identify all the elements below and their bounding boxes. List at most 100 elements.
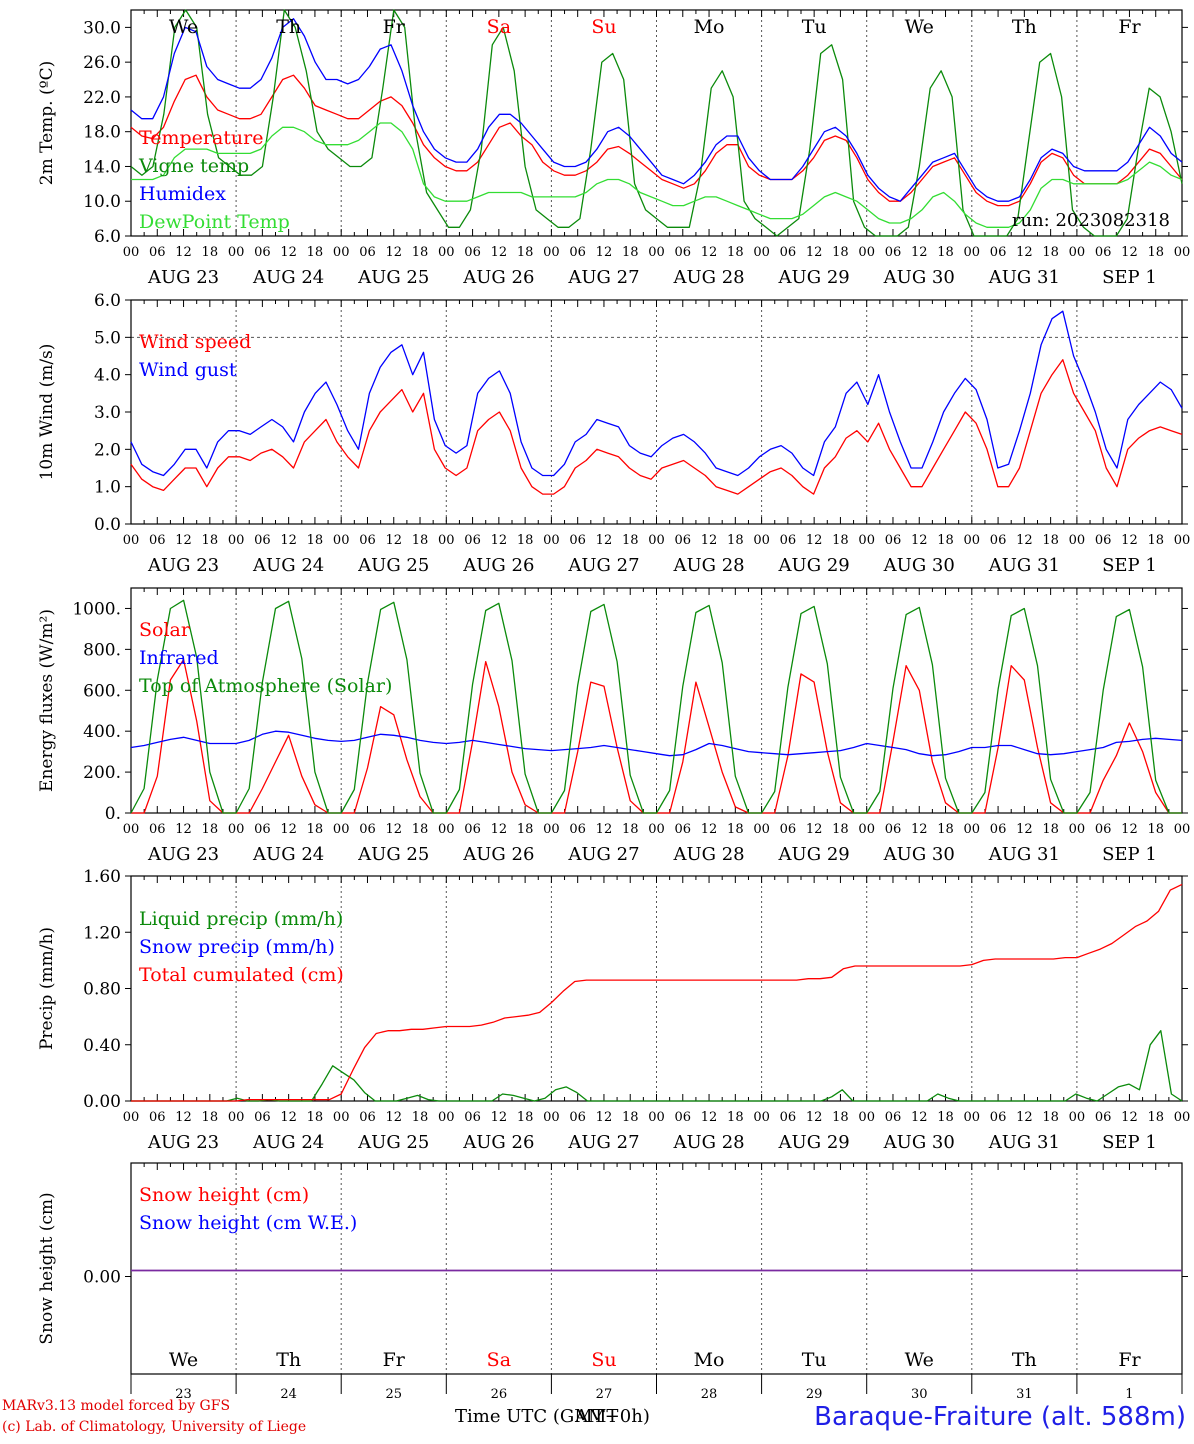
panel-precip: 0.00 0.40 0.80 1.20 1.60 Precip (mm/h) 00 06 12 1…: [37, 867, 1190, 1153]
date-label: AUG 27: [567, 555, 639, 576]
date-label: AUG 23: [147, 1132, 219, 1153]
hour-tick-label: 06: [675, 245, 692, 260]
day-name-label: Su: [591, 16, 616, 38]
hour-tick-label: 18: [622, 245, 639, 260]
hour-tick-label: 12: [1016, 822, 1033, 837]
y-tick-label: 2.0: [94, 440, 121, 460]
hour-tick-label: 00: [1069, 245, 1086, 260]
day-name-label: We: [905, 16, 934, 38]
hour-tick-label: 18: [1147, 533, 1164, 548]
date-label: AUG 27: [567, 844, 639, 865]
y-tick-label: 800.: [83, 640, 121, 660]
hour-tick-label: 18: [727, 533, 744, 548]
hour-tick-label: 12: [1016, 245, 1033, 260]
y-tick-label: 6.0: [94, 291, 121, 311]
y-tick-label: 0.: [105, 804, 121, 824]
hour-tick-label: 12: [491, 822, 508, 837]
hour-tick-label: 06: [254, 533, 271, 548]
hour-tick-label: 18: [517, 533, 534, 548]
date-label: AUG 25: [357, 267, 429, 288]
day-name-label: Sa: [487, 16, 511, 38]
hour-tick-label: 18: [1042, 245, 1059, 260]
hour-tick-label: 00: [858, 533, 875, 548]
hour-tick-label: 12: [1016, 533, 1033, 548]
hour-tick-label: 00: [438, 245, 455, 260]
hour-tick-label: 18: [1042, 533, 1059, 548]
legend-temperature: Temperature: [139, 127, 263, 149]
hour-tick-label: 18: [832, 533, 849, 548]
legend-total-cumulated-cm-: Total cumulated (cm): [139, 964, 344, 986]
y-axis-label: 2m Temp. (ºC): [37, 61, 57, 186]
hour-tick-label: 18: [622, 822, 639, 837]
hour-tick-label: 06: [359, 822, 376, 837]
hour-tick-label: 12: [596, 1110, 613, 1125]
hour-tick-label: 18: [622, 533, 639, 548]
hour-tick-label: 00: [543, 822, 560, 837]
hour-tick-label: 00: [648, 1110, 665, 1125]
hour-tick-label: 12: [701, 245, 718, 260]
hour-tick-label: 06: [569, 533, 586, 548]
y-tick-label: 200.: [83, 763, 121, 783]
hour-tick-label: 06: [569, 245, 586, 260]
hour-tick-label: 12: [911, 533, 928, 548]
hour-tick-label: 06: [464, 533, 481, 548]
hour-tick-label: 12: [280, 245, 297, 260]
hour-tick-label: 00: [1174, 1110, 1191, 1125]
date-label: AUG 24: [252, 844, 324, 865]
plot-frame: [130, 9, 1183, 237]
hour-tick-label: 18: [622, 1110, 639, 1125]
hour-tick-label: 06: [569, 822, 586, 837]
hour-tick-label: 18: [412, 1110, 429, 1125]
hour-tick-label: 00: [1174, 245, 1191, 260]
hour-tick-label: 12: [596, 822, 613, 837]
time-axis-title-overlay: AMT: [575, 1406, 619, 1427]
hour-tick-label: 00: [964, 1110, 981, 1125]
hour-tick-label: 06: [464, 245, 481, 260]
hour-tick-label: 06: [990, 822, 1007, 837]
date-label: AUG 31: [988, 844, 1060, 865]
date-label: AUG 30: [883, 555, 955, 576]
series-line-wind-speed: [130, 359, 1183, 495]
y-tick-label: 1.20: [83, 923, 121, 943]
bottom-day-number: 24: [280, 1387, 297, 1402]
date-label: AUG 28: [672, 1132, 744, 1153]
hour-tick-label: 06: [149, 245, 166, 260]
bottom-day-number: 1: [1125, 1387, 1133, 1402]
hour-tick-label: 06: [990, 245, 1007, 260]
hour-tick-label: 18: [412, 533, 429, 548]
hour-tick-label: 12: [385, 245, 402, 260]
legend-snow-height-cm-w-e-: Snow height (cm W.E.): [139, 1212, 357, 1234]
hour-tick-label: 00: [543, 245, 560, 260]
hour-tick-label: 06: [675, 822, 692, 837]
legend-dewpoint-temp: DewPoint Temp: [139, 211, 290, 233]
hour-tick-label: 18: [1147, 245, 1164, 260]
panel-energy: 0. 200. 400. 600. 800. 1000. Energy fluxes (W/…: [37, 587, 1190, 865]
hour-tick-label: 12: [280, 1110, 297, 1125]
date-label: AUG 26: [462, 844, 534, 865]
hour-tick-label: 18: [412, 245, 429, 260]
y-tick-label: 1.60: [83, 867, 121, 887]
date-label: AUG 24: [252, 555, 324, 576]
hour-tick-label: 12: [1016, 1110, 1033, 1125]
hour-tick-label: 00: [753, 533, 770, 548]
series-line-total-cumulated-cm-: [131, 883, 1183, 1102]
hour-tick-label: 00: [228, 822, 245, 837]
panel-snow: 0.00 Snow height (cm) Snow height (cm) Snow…: [37, 1162, 1188, 1402]
bottom-day-name: We: [169, 1349, 198, 1371]
hour-tick-label: 12: [491, 1110, 508, 1125]
hour-tick-label: 18: [412, 822, 429, 837]
hour-tick-label: 18: [517, 245, 534, 260]
date-label: AUG 27: [567, 1132, 639, 1153]
hour-tick-label: 12: [806, 245, 823, 260]
y-tick-label: 6.0: [94, 227, 121, 247]
date-label: SEP 1: [1102, 555, 1157, 576]
panel-wind: 0.0 1.0 2.0 3.0 4.0 5.0 6.0 10m Wind (m/s) 00 06 1…: [37, 291, 1190, 576]
y-tick-label: 30.0: [83, 18, 121, 38]
hour-tick-label: 12: [1121, 245, 1138, 260]
bottom-day-name: Sa: [487, 1349, 511, 1371]
hour-tick-label: 12: [1121, 1110, 1138, 1125]
date-label: AUG 31: [988, 1132, 1060, 1153]
day-name-label: We: [169, 16, 198, 38]
hour-tick-label: 00: [333, 822, 350, 837]
